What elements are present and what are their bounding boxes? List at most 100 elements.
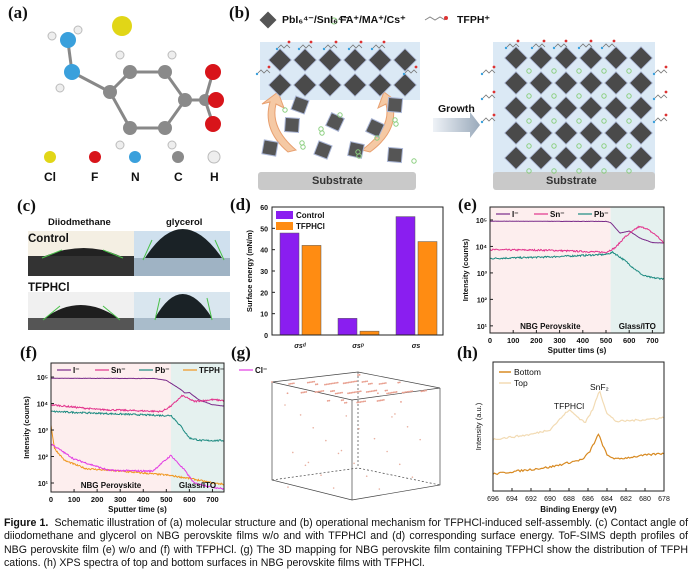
tfph-point (337, 392, 340, 395)
octahedron-legend-icon (259, 11, 277, 29)
tfph-point (331, 390, 334, 392)
tfph-point (370, 390, 373, 393)
bar-control-1 (337, 318, 358, 336)
legend-tfph: TFPH⁺ (457, 14, 490, 26)
x-axis-label: Sputter time (s) (108, 505, 167, 514)
tfph-point (325, 383, 328, 386)
xps-top-line (492, 390, 665, 441)
tfph-point (406, 390, 409, 393)
atom-label-cl: Cl (44, 170, 56, 184)
peak-label-tfphcl: TFPHCl (554, 401, 584, 411)
y-axis-label: Intensity (counts) (461, 238, 470, 301)
tfph-point (330, 382, 333, 385)
atom-label-h: H (210, 170, 219, 184)
fluorine-atom (267, 65, 271, 69)
octahedron (393, 73, 417, 97)
self-assembly-schematic (255, 11, 668, 190)
molecule-bonds (554, 43, 568, 48)
molecule-bonds (579, 43, 593, 48)
row-control: Control (28, 233, 69, 245)
tfph-point (332, 382, 334, 385)
octahedron (579, 96, 603, 120)
octahedron (529, 71, 553, 95)
tfph-molecule (577, 39, 593, 50)
bar-control-0 (279, 232, 300, 336)
tfph-point (378, 488, 381, 490)
tfph-legend-icon (424, 16, 448, 21)
tfph-point (345, 401, 348, 404)
octahedron (343, 48, 367, 72)
molecule-bonds (654, 94, 668, 99)
tfph-point (384, 382, 387, 384)
cation (601, 68, 607, 74)
tfph-point (367, 390, 370, 393)
octahedron (579, 71, 603, 95)
octahedron (365, 118, 385, 138)
x-tick-label: 0 (488, 336, 492, 345)
octahedron (504, 121, 528, 145)
tfph-point (348, 392, 351, 394)
octahedron (325, 112, 345, 132)
tfph-point (363, 380, 365, 383)
cation (576, 168, 582, 174)
octahedron (393, 48, 417, 72)
tfph-point (353, 462, 355, 465)
y-axis-label: Intensity (counts) (22, 396, 31, 459)
y-tick-label: 20 (260, 290, 268, 297)
tfph-point (332, 487, 335, 489)
octahedron (368, 48, 392, 72)
octahedron (386, 146, 404, 164)
nitrogen-atom (652, 120, 656, 124)
tfph-point (366, 380, 369, 383)
atom-label-f: F (91, 170, 99, 184)
tfph-molecule (552, 39, 568, 50)
octahedron (343, 73, 367, 97)
octahedron (290, 95, 310, 115)
nitrogen-atom (255, 72, 259, 76)
x-tick-label: 688 (563, 496, 575, 503)
tfph-point (350, 391, 353, 394)
molecule-bonds (654, 69, 668, 74)
tfph-point (353, 380, 356, 383)
octahedron (554, 146, 578, 170)
chart-e-frame (489, 206, 665, 334)
tfph-molecule (402, 65, 418, 76)
tfph-point (340, 399, 343, 402)
tfph-point (376, 392, 379, 395)
tfph-point (305, 391, 308, 393)
octahedron (386, 96, 404, 114)
caption-text: Schematic illustration of (a) molecular … (4, 517, 689, 570)
cation (411, 158, 417, 164)
tfph-point (364, 380, 367, 383)
y-tick-label: 10¹ (477, 324, 488, 331)
x-tick-label: 600 (183, 495, 196, 504)
panel-label-b: (b) (229, 3, 250, 22)
y-tick-label: 10⁴ (476, 244, 488, 251)
x-tick-label: 500 (600, 336, 613, 345)
molecule-bonds (257, 69, 271, 74)
tfph-point (398, 463, 401, 466)
x-tick-label: 300 (114, 495, 127, 504)
panel-label-g: (g) (231, 343, 251, 362)
octahedron (318, 48, 342, 72)
octahedron (529, 46, 553, 70)
tfph-point (364, 400, 367, 403)
tfph-point (375, 389, 378, 392)
tfph-molecule (652, 113, 668, 124)
cation (576, 93, 582, 99)
tfph-molecule (322, 40, 338, 51)
tfph-point (357, 401, 360, 404)
tfph-point (325, 439, 327, 442)
tfph-point (342, 382, 345, 385)
x-tick-label: 678 (658, 496, 670, 503)
tfph-point (320, 474, 322, 477)
fluorine-atom (664, 113, 668, 117)
region-label: NBG Perovskite (81, 481, 142, 490)
legend-label: Pb⁻ (155, 366, 169, 375)
octahedron (629, 71, 653, 95)
x-tick-label: 692 (525, 496, 537, 503)
substrate-label-right: Substrate (546, 175, 597, 187)
molecule-bonds (324, 44, 338, 49)
cation (337, 112, 343, 118)
tfph-point (358, 390, 361, 393)
